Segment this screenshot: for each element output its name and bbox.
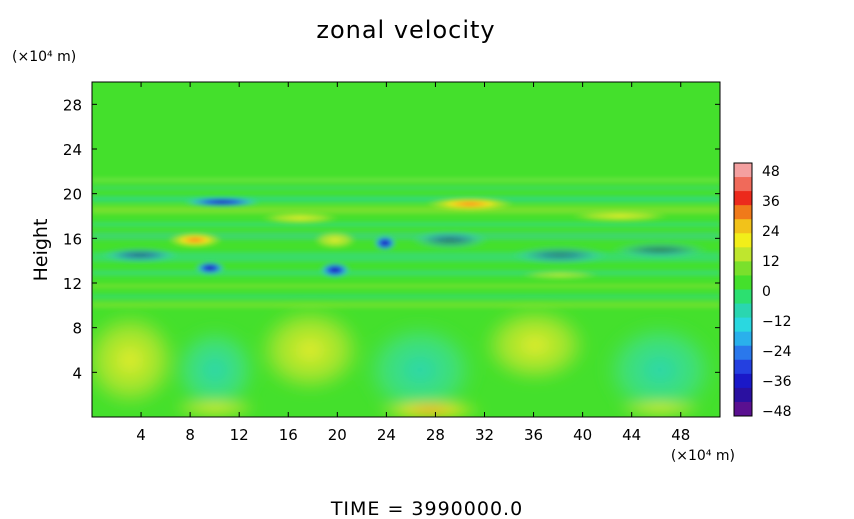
colorbar-swatch	[734, 261, 752, 276]
y-axis: 4 8 12 16 20 24 28	[63, 96, 720, 382]
x-tick-label: 28	[426, 426, 445, 444]
x-axis: 4 8 12 16 20 24 28 32 36 40 44 48	[136, 82, 690, 444]
y-axis-label: Height	[30, 219, 52, 282]
colorbar-swatch	[734, 401, 752, 417]
colorbar-swatch	[734, 233, 752, 248]
y-tick-label: 24	[63, 141, 82, 159]
x-tick-label: 20	[328, 426, 347, 444]
colorbar-swatch	[734, 205, 752, 220]
colorbar-swatch	[734, 303, 752, 319]
y-axis-unit: (×10⁴ m)	[12, 49, 76, 65]
colorbar-tick-label: 0	[762, 284, 771, 300]
colorbar-swatch	[734, 163, 752, 178]
colorbar-swatch	[734, 275, 752, 290]
colorbar-swatch	[734, 219, 752, 234]
x-tick-label: 8	[185, 426, 195, 444]
y-tick-label: 8	[72, 320, 82, 338]
x-tick-label: 12	[230, 426, 249, 444]
colorbar-swatch	[734, 191, 752, 206]
x-axis-unit: (×10⁴ m)	[671, 448, 735, 464]
x-tick-label: 32	[475, 426, 494, 444]
colorbar-tick-label: −48	[762, 404, 792, 420]
time-label: TIME = 3990000.0	[330, 498, 523, 519]
y-tick-label: 16	[63, 230, 82, 248]
colorbar-tick-label: −24	[762, 344, 792, 360]
x-tick-label: 36	[524, 426, 543, 444]
colorbar-swatch	[734, 289, 752, 305]
colorbar-tick-label: 24	[762, 224, 780, 240]
chart-title: zonal velocity	[316, 16, 495, 44]
x-tick-label: 44	[622, 426, 641, 444]
y-tick-label: 12	[63, 275, 82, 293]
y-tick-label: 28	[63, 96, 82, 114]
y-tick-label: 20	[63, 186, 82, 204]
colorbar-tick-label: −36	[762, 374, 792, 390]
x-tick-label: 40	[573, 426, 592, 444]
x-tick-label: 4	[136, 426, 146, 444]
colorbar-swatch	[734, 177, 752, 192]
colorbar-tick-label: 12	[762, 254, 780, 270]
colorbar-tick-label: 36	[762, 194, 780, 210]
x-tick-label: 24	[377, 426, 396, 444]
colorbar-swatch	[734, 345, 752, 361]
colorbar-swatch	[734, 387, 752, 403]
colorbar: 48 36 24 12 0 −12 −24 −36 −48	[733, 162, 792, 420]
colorbar-swatch	[734, 331, 752, 347]
x-tick-label: 16	[279, 426, 298, 444]
colorbar-swatch	[734, 373, 752, 389]
plot-frame	[91, 81, 721, 418]
colorbar-swatch	[734, 247, 752, 262]
colorbar-swatch	[734, 359, 752, 375]
colorbar-tick-label: −12	[762, 314, 792, 330]
x-tick-label: 48	[671, 426, 690, 444]
y-tick-label: 4	[72, 364, 82, 382]
colorbar-frame	[733, 162, 753, 417]
colorbar-swatch	[734, 317, 752, 333]
colorbar-tick-label: 48	[762, 164, 780, 180]
heatmap-field	[92, 82, 720, 417]
